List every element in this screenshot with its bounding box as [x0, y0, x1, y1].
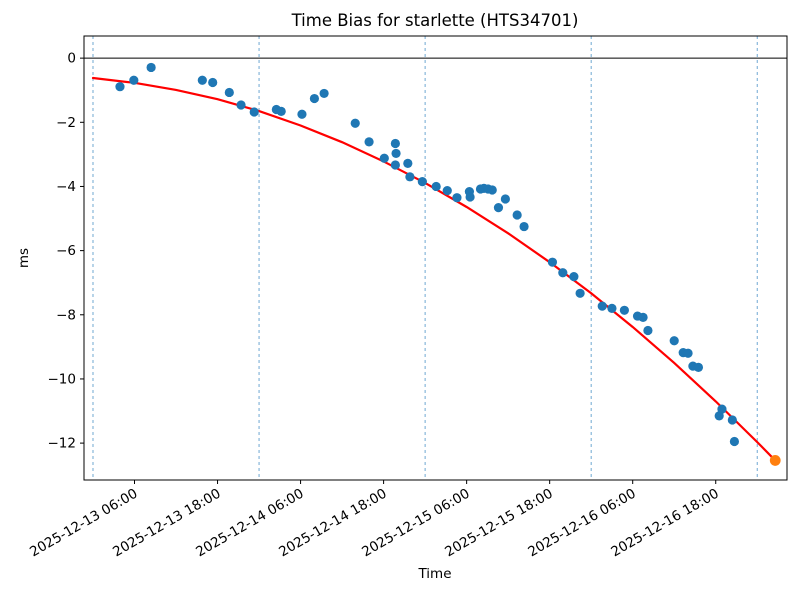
observed-time-bias-marker	[607, 303, 617, 313]
observed-time-bias-marker	[512, 210, 522, 220]
observed-time-bias-marker	[224, 87, 234, 98]
observed-time-bias-marker	[575, 288, 585, 298]
observed-time-bias-marker	[693, 362, 704, 372]
observed-time-bias-marker	[208, 77, 218, 88]
observed-time-bias-marker	[115, 82, 125, 92]
observed-time-bias-marker	[129, 75, 139, 85]
observed-time-bias-marker	[643, 325, 653, 336]
y-tick-label: −6	[56, 243, 76, 259]
observed-time-bias-marker	[683, 348, 693, 358]
observed-time-bias-marker	[569, 272, 579, 282]
observed-time-bias-marker	[619, 305, 629, 315]
observed-time-bias-marker	[431, 181, 441, 192]
observed-time-bias-marker	[558, 268, 568, 278]
x-axis-label: Time	[417, 566, 451, 582]
observed-time-bias-marker	[236, 100, 246, 110]
observed-time-bias-marker	[442, 186, 452, 196]
y-axis-label: ms	[16, 248, 32, 268]
y-tick-label: −8	[56, 307, 76, 323]
observed-time-bias-marker	[487, 185, 497, 195]
observed-time-bias-marker	[452, 193, 462, 203]
observed-time-bias-marker	[547, 257, 558, 267]
observed-time-bias-marker	[493, 203, 504, 213]
observed-time-bias-marker	[350, 118, 360, 128]
plot-area-border	[83, 35, 788, 481]
y-tick-label: −2	[56, 115, 76, 131]
y-tick-label: −12	[48, 436, 77, 452]
observed-time-bias-marker	[638, 312, 648, 322]
observed-time-bias-marker	[146, 62, 156, 73]
series-layer	[91, 62, 781, 466]
chart-title: Time Bias for starlette (HTS34701)	[291, 11, 579, 30]
observed-time-bias-marker	[519, 221, 529, 232]
y-tick-label: −4	[56, 179, 76, 195]
observed-time-bias-marker	[379, 153, 389, 163]
y-tick-label: −10	[48, 371, 77, 387]
observed-time-bias-marker	[417, 177, 427, 187]
observed-time-bias-marker	[249, 107, 259, 117]
observed-time-bias-marker	[390, 160, 400, 170]
observed-time-bias-marker	[405, 172, 415, 182]
observed-time-bias-marker	[403, 158, 413, 168]
observed-time-bias-marker	[717, 404, 727, 414]
observed-time-bias-marker	[297, 109, 307, 119]
predicted-point-marker	[769, 455, 781, 466]
observed-time-bias-marker	[364, 137, 374, 147]
observed-time-bias-marker	[309, 93, 320, 104]
y-tick-label: 0	[67, 51, 76, 67]
observed-time-bias-marker	[597, 301, 607, 311]
observed-time-bias-marker	[729, 436, 740, 447]
observed-time-bias-marker	[500, 194, 510, 204]
observed-time-bias-marker	[669, 336, 679, 346]
observed-time-bias-marker	[391, 148, 401, 159]
observed-time-bias-marker	[390, 138, 400, 149]
observed-time-bias-marker	[197, 75, 207, 85]
observed-time-bias-marker	[727, 415, 737, 425]
observed-time-bias-marker	[319, 88, 329, 99]
observed-time-bias-marker	[276, 106, 286, 116]
observed-time-bias-marker	[465, 192, 475, 202]
